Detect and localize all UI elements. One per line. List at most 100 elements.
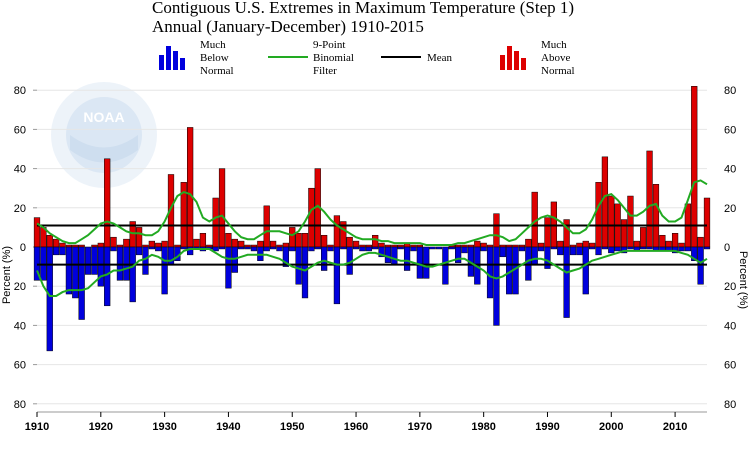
bar-above <box>582 240 589 248</box>
bar-below <box>550 246 557 250</box>
y-tick-left: 20 <box>14 203 26 215</box>
bar-below <box>391 246 398 265</box>
bar-below <box>372 246 379 250</box>
bar-below <box>601 246 609 250</box>
bar-below <box>544 246 551 269</box>
bar-below <box>518 246 526 252</box>
grid <box>37 89 707 405</box>
bar-below <box>627 246 634 250</box>
bar-above <box>244 244 251 248</box>
bar-below <box>238 246 245 250</box>
bar-below <box>531 246 538 265</box>
bar-below <box>646 246 653 250</box>
bar-below <box>78 246 85 320</box>
bar-below <box>180 246 187 250</box>
x-axis: 1910 1920 1930 1940 1950 1960 1970 1980 1990 2000… <box>25 411 707 433</box>
bar-above <box>537 242 545 248</box>
bar-below <box>289 246 296 252</box>
bar-below <box>576 246 583 256</box>
bar-above <box>627 195 634 248</box>
bar-above <box>155 242 162 248</box>
bar-above <box>231 238 238 248</box>
bar-below <box>435 246 443 250</box>
bar-above <box>703 197 711 248</box>
bar-above <box>59 242 66 248</box>
bar-below <box>187 246 194 256</box>
legend-filter-label: 9-Point Binomial Filter <box>313 39 357 77</box>
bar-above <box>53 238 60 248</box>
bar-below <box>486 246 494 299</box>
bar-below <box>537 246 545 252</box>
bar-above <box>333 215 341 248</box>
legend-above-label: Much Above Normal <box>541 39 575 77</box>
bar-above <box>646 150 653 248</box>
filter-line-above <box>36 179 708 246</box>
bar-below <box>378 246 385 258</box>
bar-below <box>448 246 455 250</box>
bar-above <box>461 244 468 248</box>
filter-line-below <box>36 248 708 297</box>
y-tick-right: 80 <box>724 399 736 411</box>
bar-below <box>97 246 104 287</box>
bar-below <box>91 246 98 275</box>
bar-above <box>250 244 258 248</box>
bar-below <box>212 246 219 252</box>
x-tick-label: 2000 <box>599 421 623 433</box>
bar-above <box>512 244 519 248</box>
x-tick-label: 1950 <box>280 421 304 433</box>
bar-above <box>589 242 596 248</box>
bar-below <box>614 246 621 252</box>
bar-above <box>123 238 130 248</box>
x-tick-label: 1920 <box>89 421 113 433</box>
bar-below <box>608 246 615 254</box>
y-axis-left: 80 60 40 20 0 20 40 60 80 <box>14 85 37 411</box>
y-tick-right: 20 <box>724 203 736 215</box>
bar-above <box>301 233 309 248</box>
bar-above <box>352 240 360 248</box>
bar-above <box>576 242 583 248</box>
bar-below <box>480 246 487 252</box>
bar-above <box>276 244 283 248</box>
bar-below <box>65 246 73 295</box>
bar-above <box>691 86 698 248</box>
bar-above <box>110 236 117 248</box>
bar-above <box>174 244 181 248</box>
legend-below-label: Much Below Normal <box>200 39 234 77</box>
y-axis-right-label: Percent (%) <box>737 251 749 309</box>
bar-below <box>640 246 647 250</box>
bar-above <box>148 240 155 248</box>
bar-below <box>321 246 328 271</box>
bar-below <box>327 246 334 252</box>
bar-below <box>333 246 341 305</box>
bar-above <box>212 197 219 248</box>
bar-above <box>633 240 640 248</box>
bar-above <box>78 244 85 248</box>
bar-below <box>365 246 372 252</box>
bar-above <box>365 244 372 248</box>
bar-below <box>429 246 436 250</box>
y-tick-right: 20 <box>724 281 736 293</box>
bar-below <box>104 246 111 307</box>
bar-above <box>506 244 513 248</box>
bar-above <box>33 217 41 248</box>
chart-title-line2: Annual (January-December) 1910-2015 <box>152 17 424 36</box>
x-tick-label: 1970 <box>408 421 432 433</box>
bar-above <box>608 195 615 248</box>
bar-below <box>499 246 506 258</box>
bar-above <box>135 227 143 248</box>
x-tick-label: 1980 <box>471 421 495 433</box>
bar-above <box>601 156 609 248</box>
bar-below <box>129 246 136 303</box>
bar-above <box>697 236 704 248</box>
bar-above <box>569 244 577 248</box>
bar-above <box>384 244 392 248</box>
bar-above <box>327 244 334 248</box>
bar-above <box>187 127 194 248</box>
bar-above <box>486 244 494 248</box>
bar-above <box>659 234 666 248</box>
bar-above <box>557 240 564 248</box>
bar-below <box>142 246 149 275</box>
bar-below <box>684 246 691 252</box>
bar-below <box>595 246 602 256</box>
bar-above <box>282 242 289 248</box>
